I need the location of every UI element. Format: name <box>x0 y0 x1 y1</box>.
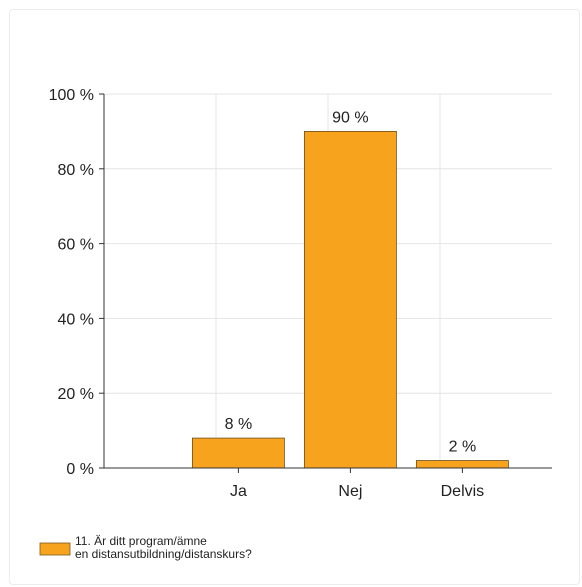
x-tick-label: Ja <box>230 483 247 500</box>
data-label: 2 % <box>449 439 477 456</box>
axes <box>99 93 552 473</box>
x-tick-label: Delvis <box>441 483 485 500</box>
legend: 11. Är ditt program/ämne en distansutbil… <box>39 534 252 561</box>
x-tick-label: Nej <box>338 483 362 500</box>
y-tick-label: 80 % <box>58 162 94 179</box>
y-tick-label: 100 % <box>49 87 94 104</box>
y-tick-label: 20 % <box>58 386 94 403</box>
y-tick-label: 60 % <box>58 237 94 254</box>
y-tick-label: 40 % <box>58 311 94 328</box>
data-label: 90 % <box>332 109 368 126</box>
legend-line-1: 11. Är ditt program/ämne <box>75 534 207 548</box>
bar-nej <box>303 130 397 469</box>
data-label: 8 % <box>225 416 253 433</box>
labels: 0 % 20 % 40 % 60 % 80 % 100 % 8 % Ja 90 % Nej 2 % D… <box>49 87 485 500</box>
bar-ja <box>191 437 285 469</box>
bars <box>191 130 509 469</box>
y-tick-label: 0 % <box>66 461 94 478</box>
bar-delvis <box>415 460 509 469</box>
legend-swatch <box>39 542 71 556</box>
legend-line-2: en distansutbildning/distanskurs? <box>75 547 252 561</box>
